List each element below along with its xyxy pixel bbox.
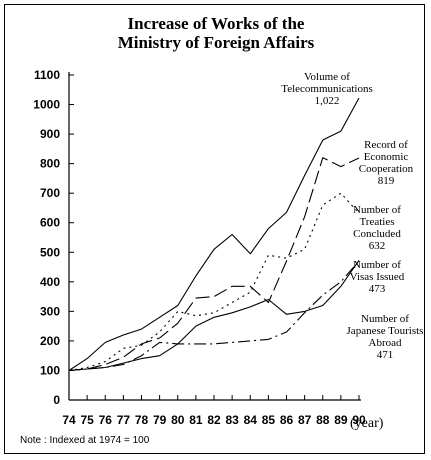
series-line-economic: [68, 157, 360, 372]
annotation-treaties-line: Concluded: [353, 228, 401, 240]
y-tick-label: 1100: [34, 68, 60, 82]
x-tick-label: 74: [62, 413, 76, 427]
annotation-treaties-line: Number of: [353, 204, 401, 216]
y-tick-label: 200: [40, 334, 60, 348]
y-tick-label: 600: [40, 216, 60, 230]
y-tick-label: 300: [40, 304, 60, 318]
annotation-treaties-line: Treaties: [359, 216, 394, 228]
annotation-tourists-line: Japanese Tourists: [347, 325, 424, 337]
series-line-visas: [68, 259, 360, 372]
annotation-visas-line: 473: [369, 283, 386, 295]
x-tick-label: 76: [99, 413, 113, 427]
annotation-telecom-line: 1,022: [315, 95, 340, 107]
x-tick-label: 87: [298, 413, 312, 427]
chart-note: Note : Indexed at 1974 = 100: [20, 435, 150, 446]
chart-title-line-2: Ministry of Foreign Affairs: [118, 33, 315, 52]
annotation-visas-line: Visas Issued: [350, 271, 405, 283]
annotation-economic-line: Economic: [364, 151, 409, 163]
annotation-visas-line: Number of: [353, 259, 401, 271]
y-tick-label: 100: [40, 363, 60, 377]
y-axis-ticks: 0 100 200 300 400 500 600 700 800 900 1000 1100: [33, 68, 74, 407]
y-tick-label: 1000: [33, 98, 60, 112]
annotation-telecom-line: Telecommunications: [281, 83, 372, 95]
annotation-tourists-line: 471: [377, 349, 394, 361]
x-tick-label: 75: [80, 413, 94, 427]
y-tick-label: 800: [40, 157, 60, 171]
x-tick-label: 83: [225, 413, 239, 427]
x-tick-label: 81: [189, 413, 203, 427]
x-tick-label: 85: [262, 413, 276, 427]
series-line-treaties: [68, 192, 360, 372]
series-line-tourists: [68, 260, 360, 372]
y-tick-label: 900: [40, 127, 60, 141]
x-tick-label: 80: [171, 413, 185, 427]
x-tick-label: 82: [207, 413, 221, 427]
axes: [68, 72, 361, 401]
x-tick-label: 77: [117, 413, 131, 427]
x-tick-label: 90: [352, 413, 366, 427]
annotation-economic-line: Record of: [364, 139, 408, 151]
x-tick-label: 89: [334, 413, 348, 427]
series-line-telecom: [68, 97, 360, 371]
annotation-tourists-line: Abroad: [369, 337, 402, 349]
x-tick-label: 86: [280, 413, 294, 427]
annotation-economic-line: 819: [378, 175, 395, 187]
y-tick-label: 400: [40, 275, 60, 289]
x-axis-ticks: 74 75 76 77 78 79 80 81 82 83 84 85 86 87 88 89 90: [62, 395, 366, 427]
series-lines: [68, 97, 360, 372]
annotation-tourists-line: Number of: [361, 313, 409, 325]
x-tick-label: 84: [244, 413, 258, 427]
chart-frame: [4, 4, 425, 454]
annotation-treaties-line: 632: [369, 240, 386, 252]
x-axis-label: (year): [350, 416, 384, 431]
x-tick-label: 79: [153, 413, 167, 427]
y-tick-label: 0: [53, 393, 60, 407]
annotation-telecom-line: Volume of: [304, 71, 350, 83]
y-tick-label: 500: [40, 245, 60, 259]
y-tick-label: 700: [40, 186, 60, 200]
x-tick-label: 78: [135, 413, 149, 427]
x-tick-label: 88: [316, 413, 330, 427]
annotation-economic-line: Cooperation: [359, 163, 414, 175]
chart-title-line-1: Increase of Works of the: [128, 14, 305, 33]
